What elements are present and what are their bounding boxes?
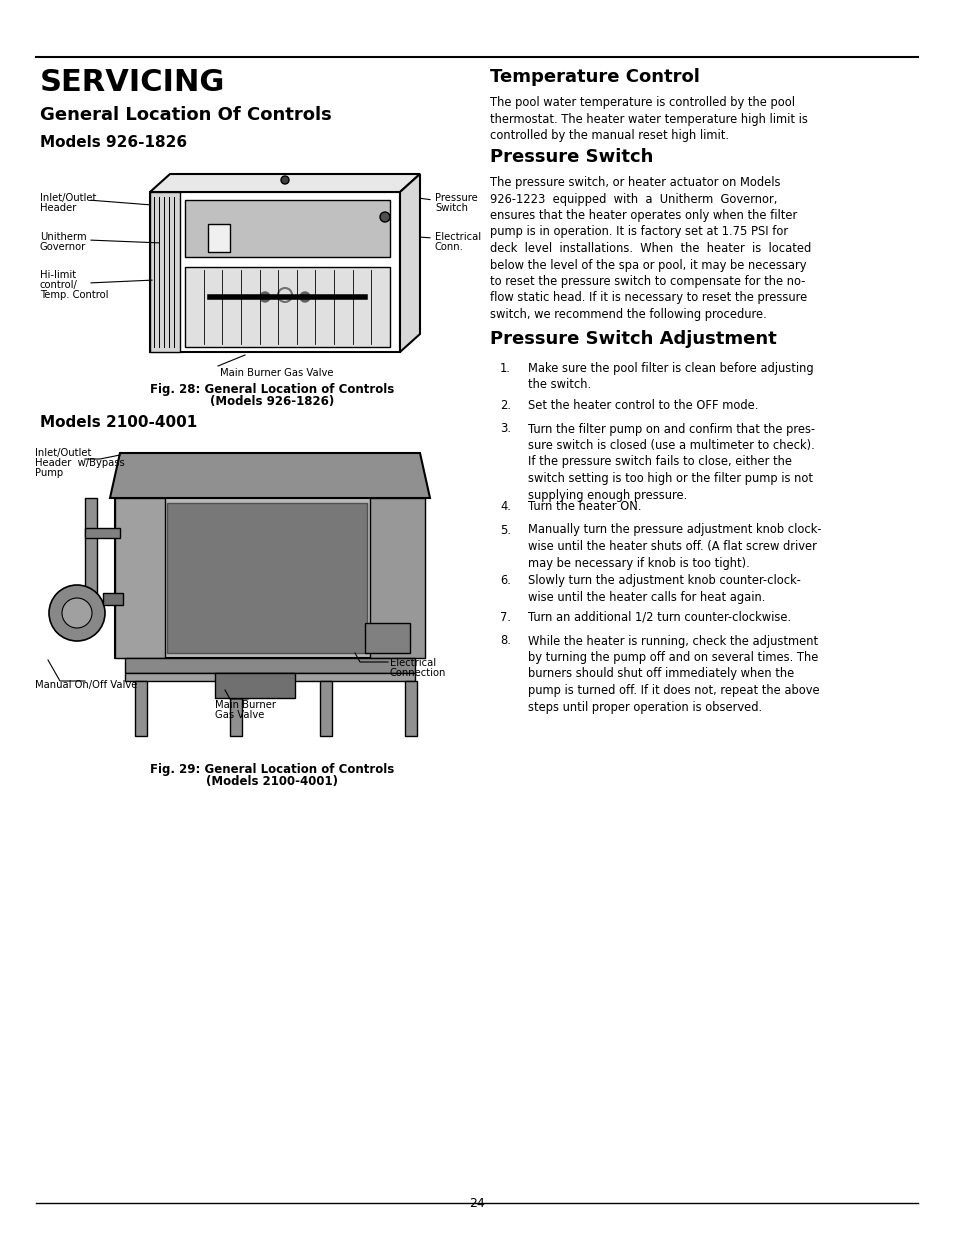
Bar — [167, 503, 367, 653]
Text: General Location Of Controls: General Location Of Controls — [40, 106, 332, 124]
Bar — [365, 622, 410, 653]
Text: Set the heater control to the OFF mode.: Set the heater control to the OFF mode. — [527, 399, 758, 412]
Bar — [103, 593, 123, 605]
Text: Pressure Switch: Pressure Switch — [490, 148, 653, 165]
Text: Models 926-1826: Models 926-1826 — [40, 135, 187, 149]
Text: Temp. Control: Temp. Control — [40, 290, 109, 300]
Text: Main Burner Gas Valve: Main Burner Gas Valve — [220, 368, 334, 378]
Circle shape — [281, 177, 289, 184]
Text: Temperature Control: Temperature Control — [490, 68, 700, 86]
Text: Pressure Switch Adjustment: Pressure Switch Adjustment — [490, 330, 776, 348]
Text: Connection: Connection — [390, 668, 446, 678]
Text: Gas Valve: Gas Valve — [214, 710, 264, 720]
Bar — [125, 673, 415, 680]
Text: Header  w/Bypass: Header w/Bypass — [35, 458, 125, 468]
Text: The pool water temperature is controlled by the pool
thermostat. The heater wate: The pool water temperature is controlled… — [490, 96, 807, 142]
Bar — [319, 680, 332, 736]
Text: Hi-limit: Hi-limit — [40, 270, 76, 280]
Text: Inlet/Outlet: Inlet/Outlet — [35, 448, 91, 458]
Text: 1.: 1. — [499, 362, 511, 375]
Bar — [185, 267, 390, 347]
Text: (Models 2100-4001): (Models 2100-4001) — [206, 776, 337, 788]
Text: 2.: 2. — [499, 399, 511, 412]
Circle shape — [49, 585, 105, 641]
Circle shape — [379, 212, 390, 222]
Polygon shape — [115, 458, 424, 658]
Text: Header: Header — [40, 203, 76, 212]
Circle shape — [62, 598, 91, 629]
Bar — [405, 680, 416, 736]
Text: Electrical: Electrical — [390, 658, 436, 668]
Text: Pump: Pump — [35, 468, 63, 478]
Text: Turn the filter pump on and confirm that the pres-
sure switch is closed (use a : Turn the filter pump on and confirm that… — [527, 422, 814, 501]
Bar — [185, 200, 390, 257]
Text: Turn the heater ON.: Turn the heater ON. — [527, 500, 640, 513]
Text: control/: control/ — [40, 280, 78, 290]
Circle shape — [299, 291, 310, 303]
Text: 6.: 6. — [499, 574, 511, 587]
Text: Slowly turn the adjustment knob counter-clock-
wise until the heater calls for h: Slowly turn the adjustment knob counter-… — [527, 574, 800, 604]
Circle shape — [260, 291, 270, 303]
Text: Manual On/Off Valve: Manual On/Off Valve — [35, 680, 137, 690]
Bar — [85, 529, 120, 538]
Text: While the heater is running, check the adjustment
by turning the pump off and on: While the heater is running, check the a… — [527, 635, 819, 714]
Bar — [55, 438, 435, 748]
Text: Switch: Switch — [435, 203, 468, 212]
Text: 8.: 8. — [499, 635, 511, 647]
Text: Main Burner: Main Burner — [214, 700, 275, 710]
Bar — [230, 680, 242, 736]
Text: 3.: 3. — [499, 422, 511, 436]
Bar — [85, 498, 97, 629]
Text: Fig. 28: General Location of Controls: Fig. 28: General Location of Controls — [150, 383, 394, 396]
Text: SERVICING: SERVICING — [40, 68, 225, 98]
Bar — [370, 498, 424, 658]
Text: Inlet/Outlet: Inlet/Outlet — [40, 193, 96, 203]
Text: Governor: Governor — [40, 242, 86, 252]
Text: (Models 926-1826): (Models 926-1826) — [210, 395, 334, 408]
Polygon shape — [399, 174, 419, 352]
Polygon shape — [150, 174, 419, 191]
Text: 5.: 5. — [499, 524, 511, 536]
Text: Fig. 29: General Location of Controls: Fig. 29: General Location of Controls — [150, 763, 394, 776]
Bar — [135, 680, 147, 736]
Text: 4.: 4. — [499, 500, 511, 513]
Polygon shape — [110, 453, 430, 498]
Bar — [208, 224, 230, 252]
Text: 7.: 7. — [499, 611, 511, 624]
Text: Turn an additional 1/2 turn counter-clockwise.: Turn an additional 1/2 turn counter-cloc… — [527, 611, 790, 624]
Text: Unitherm: Unitherm — [40, 232, 87, 242]
Text: Conn.: Conn. — [435, 242, 463, 252]
Bar — [115, 498, 165, 658]
Text: Manually turn the pressure adjustment knob clock-
wise until the heater shuts of: Manually turn the pressure adjustment kn… — [527, 524, 821, 569]
Bar — [150, 191, 399, 352]
Text: Pressure: Pressure — [435, 193, 477, 203]
Text: The pressure switch, or heater actuator on Models
926-1223  equipped  with  a  U: The pressure switch, or heater actuator … — [490, 177, 810, 321]
Text: Electrical: Electrical — [435, 232, 480, 242]
Text: Models 2100-4001: Models 2100-4001 — [40, 415, 197, 430]
Text: Make sure the pool filter is clean before adjusting
the switch.: Make sure the pool filter is clean befor… — [527, 362, 813, 391]
Bar — [125, 658, 415, 673]
Bar — [150, 191, 180, 352]
Bar — [214, 673, 294, 698]
Text: 24: 24 — [469, 1197, 484, 1210]
